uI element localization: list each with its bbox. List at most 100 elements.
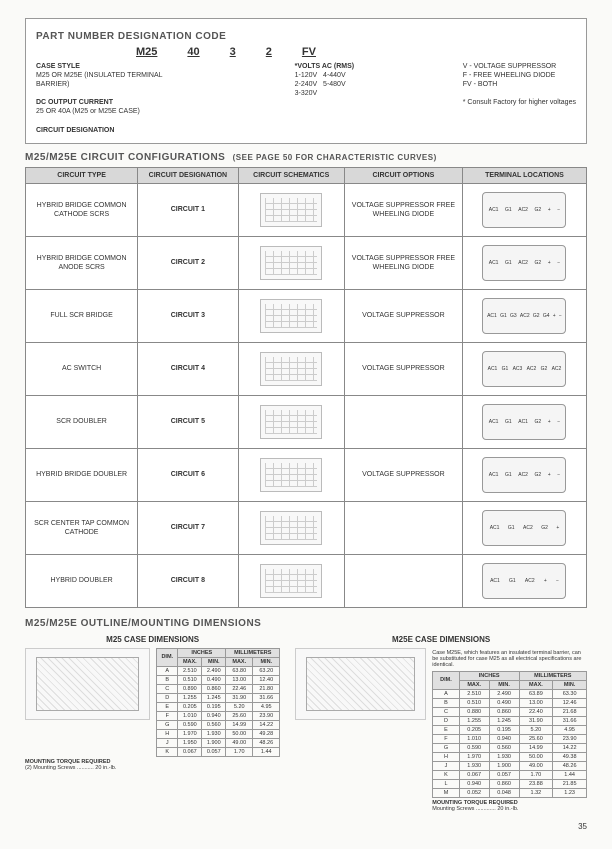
schematic-icon [260,299,322,333]
dc-label: DC OUTPUT CURRENT [36,99,113,106]
m25-drawing [25,648,150,720]
terminal-cell: AC1G1AC2+− [462,554,586,607]
volt-opt: 3-320V [295,90,318,97]
circuit-opt: VOLTAGE SUPPRESSOR FREE WHEELING DIODE [344,236,462,289]
suffix-f: F - FREE WHEELING DIODE [463,72,556,79]
code-part: M25 [136,46,157,58]
code-parts: M25 40 3 2 FV [136,46,576,58]
circuit-desig: CIRCUIT 6 [138,448,238,501]
code-title: PART NUMBER DESIGNATION CODE [36,31,576,42]
m25e-note: Case M25E, which features an insulated t… [432,650,587,668]
dim-row: B0.5100.49013.0012.40 [157,675,280,684]
circuit-type: AC SWITCH [26,342,138,395]
circuit-type: HYBRID DOUBLER [26,554,138,607]
terminal-cell: AC1G1AC2G2+− [462,236,586,289]
torque-note-e: MOUNTING TORQUE REQUIRED Mounting Screws… [432,800,587,812]
m25e-title: M25E CASE DIMENSIONS [295,635,587,644]
terminal-icon: AC1G1AC2+− [482,563,566,599]
terminal-cell: AC1G1AC2G2+ [462,501,586,554]
dimensions-section: M25 CASE DIMENSIONS DIM.INCHESMILLIMETER… [25,635,587,812]
table-row: SCR DOUBLER CIRCUIT 5 AC1G1AC1G2+− [26,395,587,448]
circuit-opt: VOLTAGE SUPPRESSOR FREE WHEELING DIODE [344,183,462,236]
circuit-opt: VOLTAGE SUPPRESSOR [344,289,462,342]
table-row: AC SWITCH CIRCUIT 4 VOLTAGE SUPPRESSOR A… [26,342,587,395]
terminal-cell: AC1G1AC3AC2G2AC2 [462,342,586,395]
schematic-icon [260,246,322,280]
schematic-icon [260,564,322,598]
terminal-icon: AC1G1AC2G2+− [482,457,566,493]
schematic-cell [238,448,344,501]
dim-row: E0.2050.1955.204.95 [157,702,280,711]
table-row: HYBRID DOUBLER CIRCUIT 8 AC1G1AC2+− [26,554,587,607]
schematic-cell [238,501,344,554]
case-desc: M25 OR M25E (INSULATED TERMINAL BARRIER) [36,72,162,88]
terminal-cell: AC1G1AC2G2+− [462,448,586,501]
dim-row: C0.8900.86022.4621.80 [157,684,280,693]
config-table: CIRCUIT TYPE CIRCUIT DESIGNATION CIRCUIT… [25,167,587,608]
schematic-cell [238,554,344,607]
th-sch: CIRCUIT SCHEMATICS [238,167,344,183]
schematic-cell [238,395,344,448]
table-row: HYBRID BRIDGE COMMON CATHODE SCRS CIRCUI… [26,183,587,236]
circuit-type: HYBRID BRIDGE DOUBLER [26,448,138,501]
schematic-icon [260,405,322,439]
outline-title: M25/M25E OUTLINE/MOUNTING DIMENSIONS [25,618,587,629]
th-type: CIRCUIT TYPE [26,167,138,183]
schematic-icon [260,193,322,227]
terminal-cell: AC1G1AC2G2+− [462,183,586,236]
terminal-cell: AC1G1AC1G2+− [462,395,586,448]
dim-row: B0.5100.49013.0012.46 [433,698,587,707]
m25e-drawing [295,648,426,720]
dim-row: C0.8800.86022.4021.68 [433,707,587,716]
volt-opt: 4-440V [323,72,346,79]
m25e-dim-table: DIM.INCHESMILLIMETERS MAX.MIN.MAX.MIN. A… [432,671,587,798]
circuit-opt: VOLTAGE SUPPRESSOR [344,448,462,501]
circuit-type: FULL SCR BRIDGE [26,289,138,342]
th-term: TERMINAL LOCATIONS [462,167,586,183]
circuit-type: SCR DOUBLER [26,395,138,448]
terminal-cell: AC1G1G3AC2G2G4+− [462,289,586,342]
dim-row: F1.0100.94025.6023.90 [433,734,587,743]
schematic-cell [238,183,344,236]
config-title: M25/M25E CIRCUIT CONFIGURATIONS (See pag… [25,152,587,163]
dim-row: F1.0100.94025.6023.90 [157,711,280,720]
dc-desc: 25 OR 40A (M25 or M25E CASE) [36,108,140,115]
circuit-desig: CIRCUIT 7 [138,501,238,554]
torque-note: MOUNTING TORQUE REQUIRED (2) Mounting Sc… [25,759,280,771]
circuit-type: HYBRID BRIDGE COMMON CATHODE SCRS [26,183,138,236]
terminal-icon: AC1G1AC2G2+− [482,192,566,228]
suffix-fv: FV - BOTH [463,81,498,88]
dim-row: G0.5900.56014.9914.22 [157,720,280,729]
table-row: HYBRID BRIDGE DOUBLER CIRCUIT 6 VOLTAGE … [26,448,587,501]
m25-title: M25 CASE DIMENSIONS [25,635,280,644]
schematic-icon [260,511,322,545]
schematic-icon [260,458,322,492]
circuit-opt: VOLTAGE SUPPRESSOR [344,342,462,395]
dim-row: K0.0670.0571.701.44 [433,770,587,779]
terminal-icon: AC1G1AC3AC2G2AC2 [482,351,566,387]
dim-row: J1.9501.90049.0048.26 [157,738,280,747]
schematic-cell [238,342,344,395]
m25-dim-table: DIM.INCHESMILLIMETERS MAX.MIN.MAX.MIN. A… [156,648,280,757]
th-desig: CIRCUIT DESIGNATION [138,167,238,183]
schematic-icon [260,352,322,386]
dim-row: D1.2551.24531.9031.66 [433,716,587,725]
dim-row: G0.5900.56014.9914.22 [433,743,587,752]
circuit-desig: CIRCUIT 2 [138,236,238,289]
volt-opt: 5-480V [323,81,346,88]
volt-opt: 1-120V [295,72,318,79]
code-descriptions: CASE STYLE M25 OR M25E (INSULATED TERMIN… [36,62,576,135]
volt-opt: 2-240V [295,81,318,88]
part-number-code-box: PART NUMBER DESIGNATION CODE M25 40 3 2 … [25,18,587,144]
volts-label: *VOLTS AC (RMS) [295,63,355,70]
circuit-opt [344,395,462,448]
circuit-opt [344,554,462,607]
table-row: HYBRID BRIDGE COMMON ANODE SCRS CIRCUIT … [26,236,587,289]
circuit-desig: CIRCUIT 5 [138,395,238,448]
case-label: CASE STYLE [36,63,80,70]
terminal-icon: AC1G1AC1G2+− [482,404,566,440]
table-row: SCR CENTER TAP COMMON CATHODE CIRCUIT 7 … [26,501,587,554]
circuit-desig: CIRCUIT 4 [138,342,238,395]
dim-row: J1.9301.90049.0048.26 [433,761,587,770]
circuit-desig: CIRCUIT 8 [138,554,238,607]
